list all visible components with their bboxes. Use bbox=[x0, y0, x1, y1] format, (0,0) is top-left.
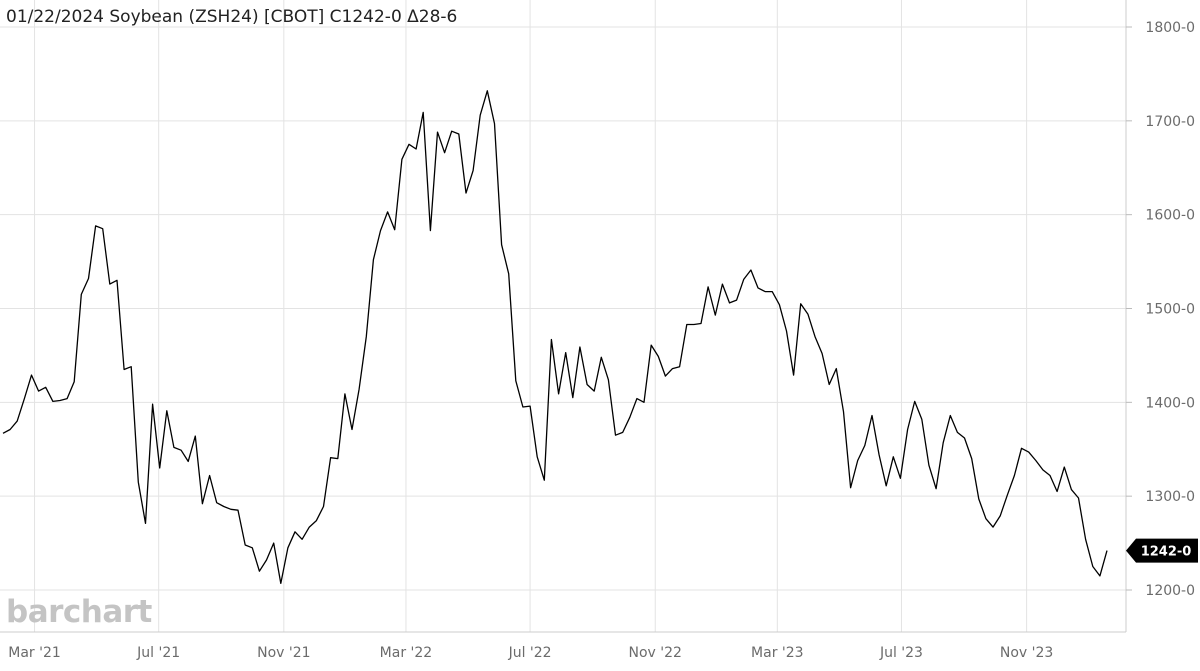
price-line bbox=[2, 90, 1108, 585]
y-tick-label: 1600-0 bbox=[1145, 208, 1195, 224]
y-tick-label: 1700-0 bbox=[1145, 114, 1195, 130]
x-tick-label: Nov '21 bbox=[257, 645, 310, 661]
x-tick-label: Nov '23 bbox=[1000, 645, 1053, 661]
x-tick-label: Nov '22 bbox=[629, 645, 682, 661]
last-price-badge bbox=[1126, 538, 1198, 563]
barchart-logo: barchart bbox=[6, 594, 153, 630]
x-tick-label: Jul '22 bbox=[508, 645, 552, 661]
x-tick-label: Jul '21 bbox=[136, 645, 180, 661]
y-tick-label: 1800-0 bbox=[1145, 20, 1195, 36]
last-price-marker: 1242-0 bbox=[1126, 538, 1198, 563]
y-tick-label: 1400-0 bbox=[1145, 395, 1195, 411]
x-axis: Mar '21 Jul '21 Nov '21 Mar '22 Jul '22 Nov '… bbox=[8, 645, 1053, 661]
x-tick-label: Jul '23 bbox=[879, 645, 923, 661]
y-axis: 1200-0 1300-0 1400-0 1500-0 1600-0 1700-0 1800… bbox=[1126, 20, 1195, 599]
grid bbox=[0, 0, 1126, 632]
chart-title: 01/22/2024 Soybean (ZSH24) [CBOT] C1242-… bbox=[6, 7, 457, 27]
x-tick-label: Mar '21 bbox=[8, 645, 61, 661]
x-tick-label: Mar '22 bbox=[380, 645, 433, 661]
last-price-label: 1242-0 bbox=[1141, 545, 1192, 560]
y-tick-label: 1500-0 bbox=[1145, 302, 1195, 318]
x-tick-label: Mar '23 bbox=[751, 645, 804, 661]
y-tick-label: 1200-0 bbox=[1145, 583, 1195, 599]
y-tick-label: 1300-0 bbox=[1145, 489, 1195, 505]
